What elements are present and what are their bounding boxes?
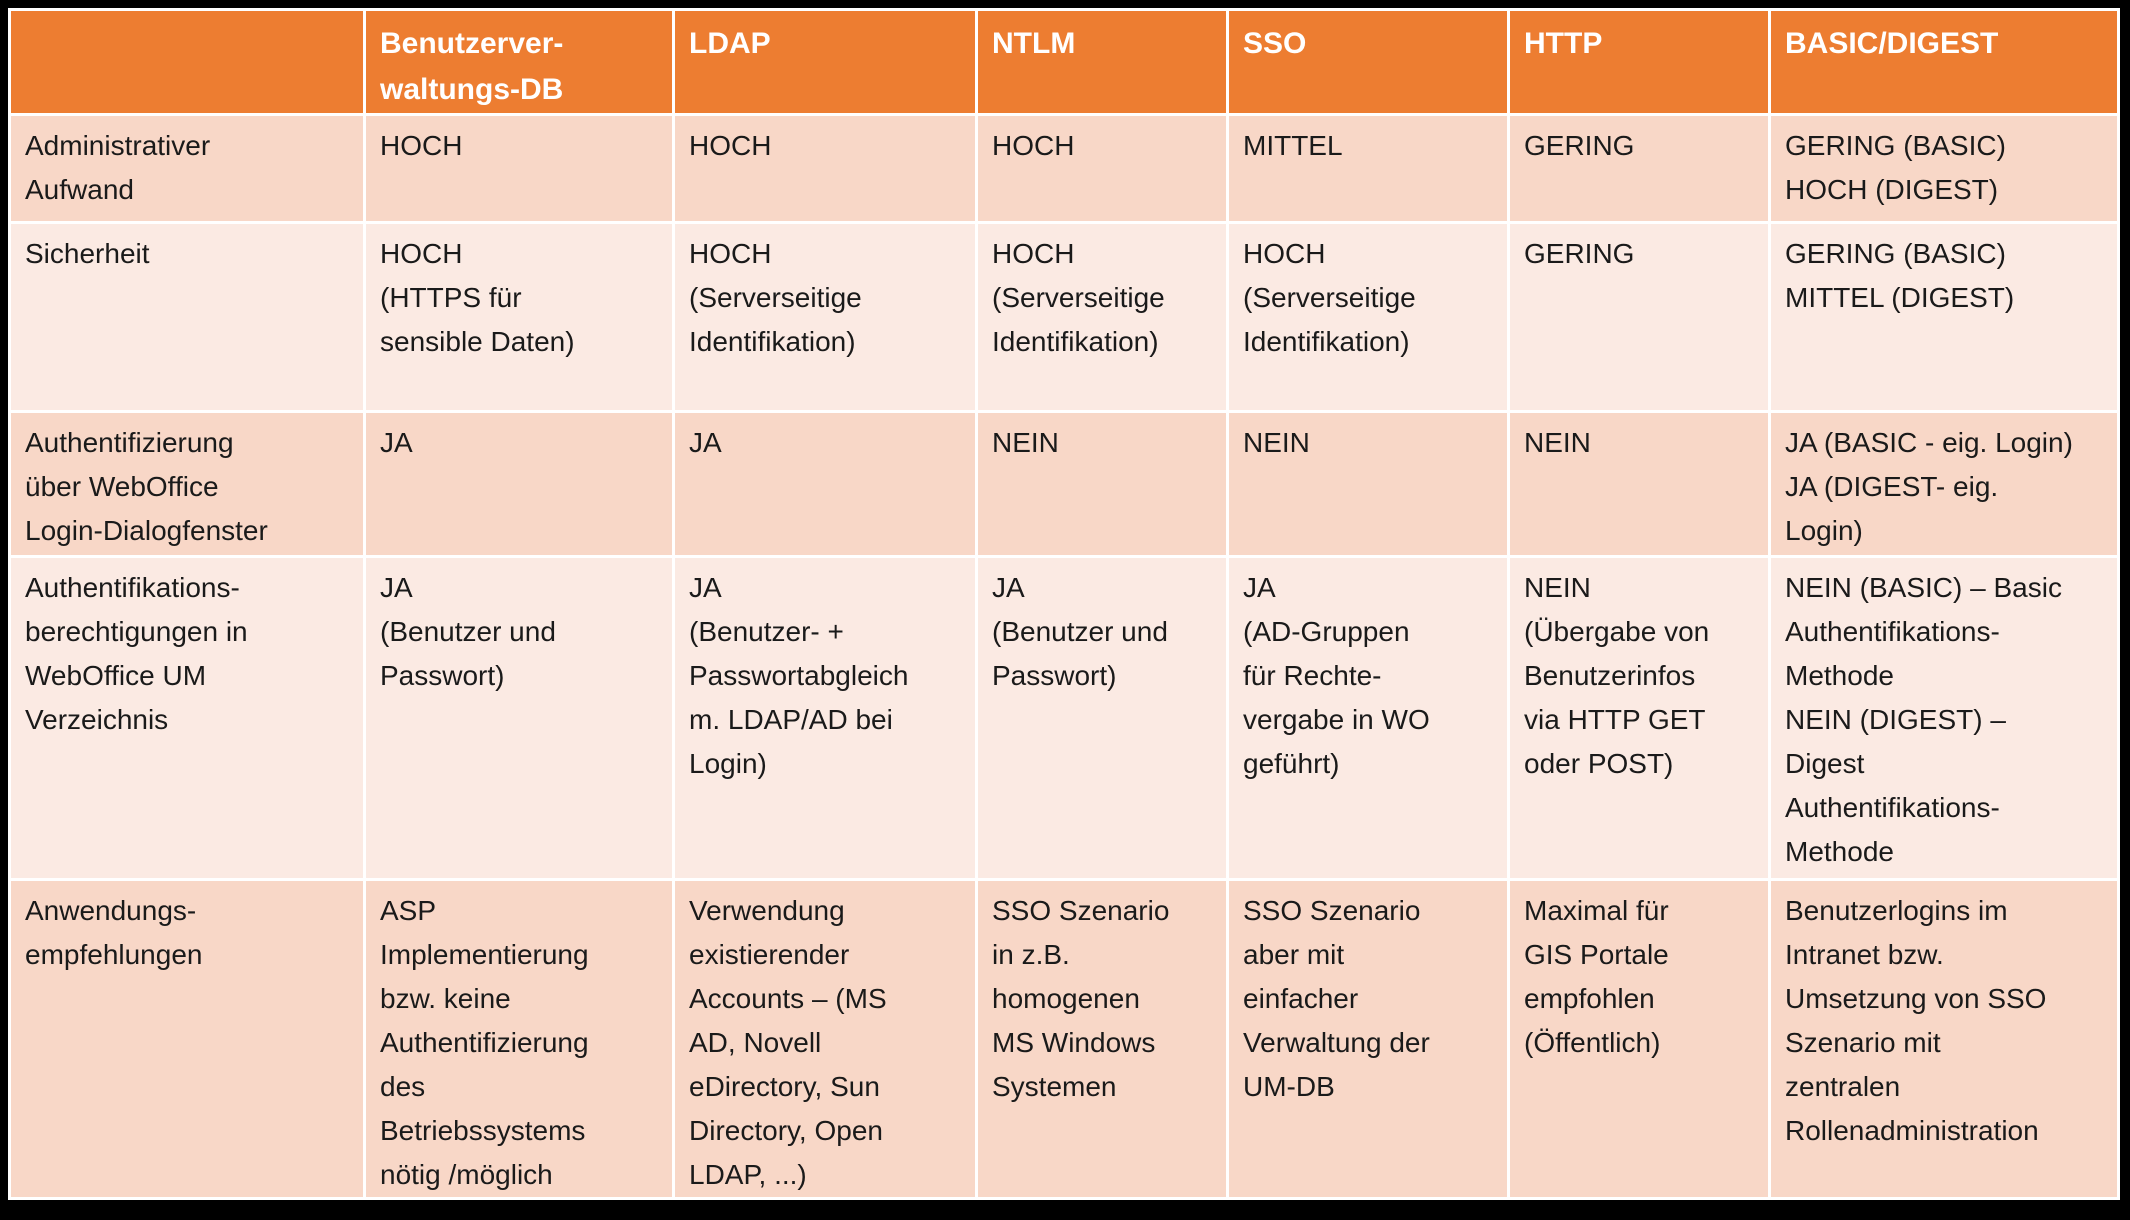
row-label: Authentifizierung über WebOffice Login-D…	[11, 413, 363, 555]
table-cell: ASP Implementierung bzw. keine Authentif…	[366, 881, 672, 1197]
table-cell: SSO Szenario in z.B. homogenen MS Window…	[978, 881, 1226, 1197]
table-cell: HOCH (Serverseitige Identifikation)	[1229, 224, 1507, 410]
table-row-sicherheit: Sicherheit HOCH (HTTPS für sensible Date…	[11, 224, 2117, 410]
header-cell-benutzerverwaltungs-db: Benutzerver- waltungs-DB	[366, 11, 672, 113]
row-label: Administrativer Aufwand	[11, 116, 363, 221]
table-cell: GERING	[1510, 224, 1768, 410]
table-cell: Benutzerlogins im Intranet bzw. Umsetzun…	[1771, 881, 2117, 1197]
table-cell: GERING	[1510, 116, 1768, 221]
table-cell: GERING (BASIC) HOCH (DIGEST)	[1771, 116, 2117, 221]
table-cell: HOCH (Serverseitige Identifikation)	[978, 224, 1226, 410]
table-cell: NEIN	[1510, 413, 1768, 555]
table-cell: NEIN	[978, 413, 1226, 555]
header-cell-ldap: LDAP	[675, 11, 975, 113]
table-cell: HOCH	[978, 116, 1226, 221]
table-row-anwendungsempfehlungen: Anwendungs- empfehlungen ASP Implementie…	[11, 881, 2117, 1197]
header-cell-basic-digest: BASIC/DIGEST	[1771, 11, 2117, 113]
table-cell: JA (BASIC - eig. Login) JA (DIGEST- eig.…	[1771, 413, 2117, 555]
table-cell: HOCH (HTTPS für sensible Daten)	[366, 224, 672, 410]
table-cell: JA (Benutzer und Passwort)	[978, 558, 1226, 878]
table-cell: GERING (BASIC) MITTEL (DIGEST)	[1771, 224, 2117, 410]
table-cell: JA	[366, 413, 672, 555]
table-cell: NEIN	[1229, 413, 1507, 555]
header-cell-http: HTTP	[1510, 11, 1768, 113]
table-cell: SSO Szenario aber mit einfacher Verwaltu…	[1229, 881, 1507, 1197]
header-row: Benutzerver- waltungs-DB LDAP NTLM SSO H…	[11, 11, 2117, 113]
table-cell: JA	[675, 413, 975, 555]
table-row-authentifizierung-login-dialog: Authentifizierung über WebOffice Login-D…	[11, 413, 2117, 555]
table-cell: HOCH	[675, 116, 975, 221]
header-cell-empty	[11, 11, 363, 113]
table-cell: MITTEL	[1229, 116, 1507, 221]
table-cell: JA (AD-Gruppen für Rechte- vergabe in WO…	[1229, 558, 1507, 878]
row-label: Anwendungs- empfehlungen	[11, 881, 363, 1197]
table-cell: Verwendung existierender Accounts – (MS …	[675, 881, 975, 1197]
table-cell: Maximal für GIS Portale empfohlen (Öffen…	[1510, 881, 1768, 1197]
table-cell: JA (Benutzer- + Passwortabgleich m. LDAP…	[675, 558, 975, 878]
table-cell: NEIN (Übergabe von Benutzerinfos via HTT…	[1510, 558, 1768, 878]
table-cell: NEIN (BASIC) – Basic Authentifikations- …	[1771, 558, 2117, 878]
table-cell: HOCH (Serverseitige Identifikation)	[675, 224, 975, 410]
table-row-authentifikationsberechtigungen: Authentifikations- berechtigungen in Web…	[11, 558, 2117, 878]
table-cell: HOCH	[366, 116, 672, 221]
header-cell-ntlm: NTLM	[978, 11, 1226, 113]
auth-comparison-table: Benutzerver- waltungs-DB LDAP NTLM SSO H…	[8, 8, 2120, 1200]
header-cell-sso: SSO	[1229, 11, 1507, 113]
table-row-administrativer-aufwand: Administrativer Aufwand HOCH HOCH HOCH M…	[11, 116, 2117, 221]
table-cell: JA (Benutzer und Passwort)	[366, 558, 672, 878]
row-label: Sicherheit	[11, 224, 363, 410]
row-label: Authentifikations- berechtigungen in Web…	[11, 558, 363, 878]
